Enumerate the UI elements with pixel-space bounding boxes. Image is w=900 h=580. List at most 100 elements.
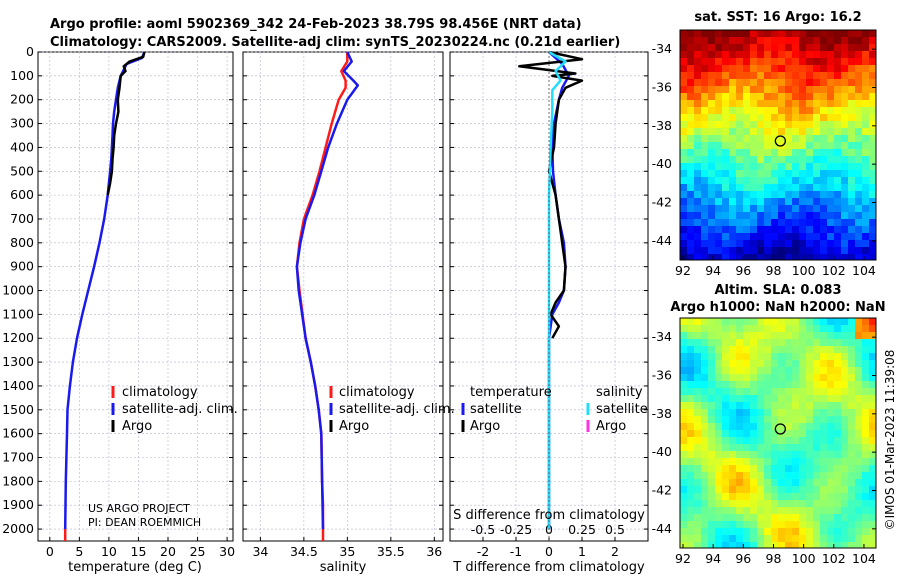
sst-cell — [820, 163, 828, 171]
sla-cell — [764, 423, 772, 431]
sla-cell — [869, 381, 876, 389]
sla-cell — [687, 353, 695, 361]
sst-cell — [743, 254, 751, 260]
sla-cell — [757, 353, 765, 361]
map-y-tick-label: -42 — [652, 195, 672, 210]
sla-cell — [785, 374, 793, 382]
y-tick-label: 1700 — [2, 450, 34, 465]
sla-cell — [806, 430, 814, 438]
sla-cell — [757, 395, 765, 403]
sla-cell — [848, 479, 856, 487]
sla-cell — [792, 493, 800, 501]
sst-cell — [771, 121, 779, 129]
sst-cell — [729, 37, 737, 45]
y-tick-label: 900 — [10, 259, 34, 274]
map-x-tick-label: 98 — [766, 263, 782, 278]
sst-cell — [750, 121, 758, 129]
sst-cell — [701, 233, 709, 241]
sst-cell — [722, 58, 730, 66]
sst-cell — [841, 240, 849, 248]
sla-cell — [799, 360, 807, 368]
sla-cell — [848, 360, 856, 368]
sst-cell — [827, 79, 835, 87]
sla-cell — [687, 514, 695, 522]
sst-cell — [757, 114, 765, 122]
sst-cell — [680, 44, 688, 52]
sla-cell — [743, 458, 751, 466]
sst-cell — [771, 100, 779, 108]
sla-cell — [813, 325, 821, 333]
sla-cell — [785, 353, 793, 361]
sst-cell — [750, 51, 758, 59]
sst-cell — [813, 51, 821, 59]
sla-map-subtitle: Argo h1000: NaN h2000: NaN — [670, 300, 885, 315]
sst-cell — [806, 247, 814, 255]
sst-cell — [820, 44, 828, 52]
sla-cell — [757, 458, 765, 466]
sst-cell — [778, 247, 786, 255]
sla-cell — [680, 542, 688, 548]
sst-cell — [834, 191, 842, 199]
sst-cell — [806, 219, 814, 227]
sla-cell — [806, 507, 814, 515]
sst-cell — [813, 233, 821, 241]
sla-cell — [813, 514, 821, 522]
sst-cell — [701, 156, 709, 164]
sla-cell — [827, 318, 835, 326]
sst-cell — [743, 163, 751, 171]
sst-cell — [757, 93, 765, 101]
sla-cell — [813, 416, 821, 424]
sla-cell — [764, 374, 772, 382]
sst-cell — [848, 142, 856, 150]
map-x-tick-label: 100 — [792, 263, 816, 278]
map-x-tick-label: 102 — [822, 263, 846, 278]
sst-cell — [694, 212, 702, 220]
sla-cell — [722, 528, 730, 536]
sla-cell — [736, 409, 744, 417]
sst-cell — [694, 254, 702, 260]
sst-cell — [869, 149, 876, 157]
sst-cell — [722, 142, 730, 150]
sla-cell — [722, 423, 730, 431]
sst-cell — [715, 37, 723, 45]
sla-cell — [778, 367, 786, 375]
sla-cell — [750, 395, 758, 403]
sla-cell — [834, 458, 842, 466]
sla-cell — [764, 479, 772, 487]
sla-cell — [743, 325, 751, 333]
sst-cell — [834, 247, 842, 255]
sla-cell — [813, 360, 821, 368]
sst-cell — [813, 163, 821, 171]
sst-cell — [694, 233, 702, 241]
sla-cell — [855, 402, 863, 410]
sst-cell — [757, 212, 765, 220]
sst-cell — [736, 226, 744, 234]
sla-cell — [827, 437, 835, 445]
sst-cell — [764, 58, 772, 66]
sst-cell — [736, 142, 744, 150]
sla-cell — [785, 325, 793, 333]
sst-cell — [841, 198, 849, 206]
sst-cell — [722, 149, 730, 157]
sla-cell — [757, 465, 765, 473]
sst-cell — [750, 233, 758, 241]
sla-cell — [715, 374, 723, 382]
sla-cell — [834, 318, 842, 326]
sla-cell — [694, 360, 702, 368]
sst-cell — [820, 205, 828, 213]
sst-cell — [848, 198, 856, 206]
sla-cell — [841, 535, 849, 543]
sst-cell — [855, 177, 863, 185]
sla-cell — [785, 416, 793, 424]
sst-cell — [722, 121, 730, 129]
sla-cell — [764, 451, 772, 459]
sst-cell — [806, 65, 814, 73]
sst-cell — [771, 198, 779, 206]
sst-cell — [715, 128, 723, 136]
sla-cell — [694, 367, 702, 375]
sla-cell — [869, 325, 876, 333]
sla-cell — [771, 430, 779, 438]
sla-cell — [771, 493, 779, 501]
sst-cell — [715, 121, 723, 129]
sla-cell — [729, 444, 737, 452]
